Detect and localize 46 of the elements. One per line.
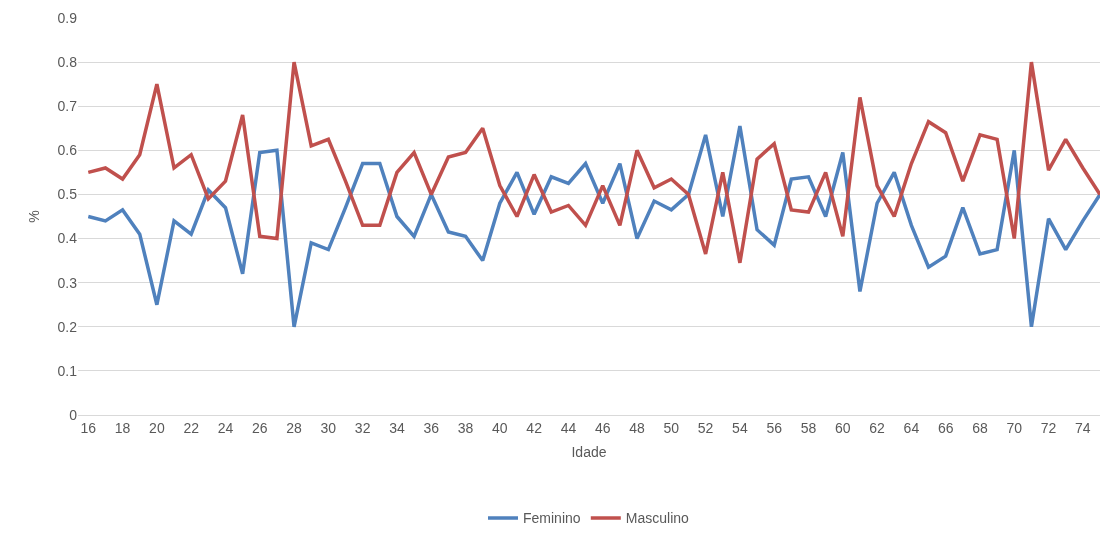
- x-tick-label: 24: [217, 419, 234, 436]
- y-tick-label: 0.5: [57, 186, 78, 203]
- x-tick-label: 48: [629, 419, 646, 436]
- y-tick-label: 0: [69, 406, 78, 423]
- x-tick-label: 20: [149, 419, 165, 436]
- legend-label: Masculino: [625, 510, 690, 527]
- x-tick-label: 38: [457, 419, 474, 436]
- x-tick-label: 36: [423, 419, 440, 436]
- x-tick-label: 34: [389, 419, 405, 436]
- y-tick-label: 0.6: [57, 142, 78, 159]
- x-tick-label: 60: [835, 419, 851, 436]
- y-axis-title: %: [26, 210, 43, 223]
- y-tick-label: 0.3: [57, 274, 78, 291]
- y-tick-label: 0.1: [57, 362, 78, 379]
- line-series: [86, 124, 1100, 329]
- x-tick-label: 22: [183, 419, 200, 436]
- x-tick-label: 26: [251, 419, 268, 436]
- x-tick-label: 52: [697, 419, 714, 436]
- legend-label: Feminino: [523, 510, 581, 527]
- y-tick-label: 0.2: [57, 318, 78, 335]
- y-tick-label: 0.7: [57, 98, 78, 115]
- x-tick-label: 72: [1040, 419, 1057, 436]
- x-tick-label: 28: [286, 419, 303, 436]
- x-tick-label: 70: [1006, 419, 1023, 436]
- y-tick-label: 0.8: [57, 54, 78, 71]
- y-tick-label: 0.9: [57, 9, 78, 26]
- x-tick-label: 40: [492, 419, 508, 436]
- x-tick-label: 54: [732, 419, 748, 436]
- x-tick-label: 56: [766, 419, 783, 436]
- x-tick-label: 42: [526, 419, 543, 436]
- y-tick-label: 0.4: [57, 230, 78, 247]
- x-tick-label: 44: [560, 419, 577, 436]
- x-tick-label: 62: [869, 419, 886, 436]
- x-tick-label: 18: [114, 419, 131, 436]
- x-tick-label: 68: [972, 419, 988, 436]
- x-tick-label: 58: [800, 419, 817, 436]
- x-tick-label: 30: [320, 419, 337, 436]
- x-tick-label: 16: [80, 419, 97, 436]
- x-tick-label: 50: [663, 419, 680, 436]
- x-tick-label: 66: [937, 419, 954, 436]
- x-tick-label: 46: [594, 419, 611, 436]
- x-tick-label: 32: [354, 419, 371, 436]
- x-tick-label: 64: [903, 419, 920, 436]
- x-axis-title: Idade: [571, 444, 607, 461]
- x-tick-label: 74: [1075, 419, 1091, 436]
- line-series: [86, 60, 1100, 265]
